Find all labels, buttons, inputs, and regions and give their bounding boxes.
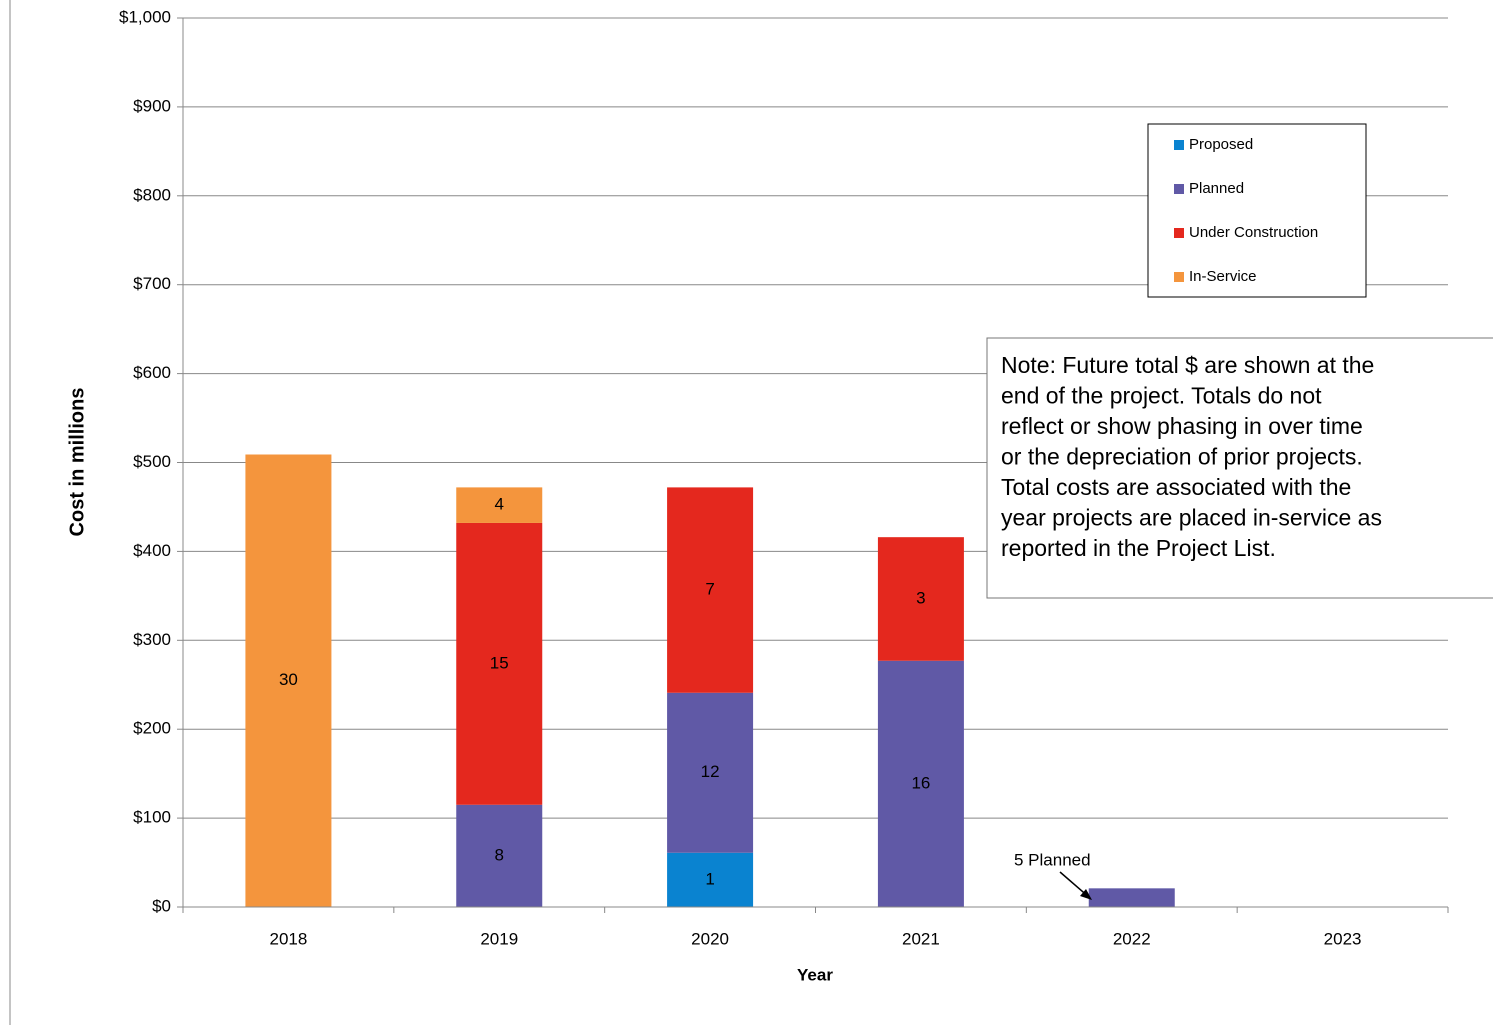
arrow-head bbox=[1080, 889, 1092, 900]
note-line: reflect or show phasing in over time bbox=[1001, 413, 1363, 439]
y-tick-label: $100 bbox=[133, 808, 171, 827]
note-line: Total costs are associated with the bbox=[1001, 474, 1351, 500]
x-tick-label: 2022 bbox=[1113, 929, 1151, 948]
y-tick-label: $900 bbox=[133, 96, 171, 115]
note-line: year projects are placed in-service as bbox=[1001, 505, 1382, 531]
project-count-label: 7 bbox=[705, 580, 714, 599]
project-count-label: 16 bbox=[911, 773, 930, 792]
y-tick-label: $200 bbox=[133, 719, 171, 738]
annotation: 5 Planned bbox=[1014, 850, 1091, 869]
bar-segment bbox=[456, 487, 543, 523]
note-line: reported in the Project List. bbox=[1001, 535, 1276, 561]
bar-segment bbox=[667, 852, 754, 907]
project-count-label: 1 bbox=[705, 869, 714, 888]
legend-swatch bbox=[1174, 272, 1184, 282]
legend-swatch bbox=[1174, 228, 1184, 238]
project-count-label: 3 bbox=[916, 588, 925, 607]
y-axis-label: Cost in millions bbox=[66, 388, 88, 537]
y-tick-label: $1,000 bbox=[119, 7, 171, 26]
bar-segment bbox=[667, 487, 754, 693]
bar-segment bbox=[877, 537, 964, 661]
bar-segment bbox=[667, 692, 754, 853]
y-tick-label: $600 bbox=[133, 363, 171, 382]
legend-label: In-Service bbox=[1189, 268, 1257, 285]
project-count-label: 30 bbox=[279, 670, 298, 689]
project-count-label: 4 bbox=[495, 495, 504, 514]
project-count-label: 8 bbox=[495, 845, 504, 864]
legend-label: Planned bbox=[1189, 180, 1244, 197]
x-tick-label: 2018 bbox=[270, 929, 308, 948]
x-tick-label: 2019 bbox=[480, 929, 518, 948]
x-axis-label: Year bbox=[797, 965, 833, 984]
legend-swatch bbox=[1174, 140, 1184, 150]
y-tick-label: $400 bbox=[133, 541, 171, 560]
y-tick-label: $500 bbox=[133, 452, 171, 471]
bar-segment bbox=[877, 660, 964, 907]
project-count-label: 15 bbox=[490, 653, 509, 672]
note-box bbox=[986, 337, 1493, 599]
bar-segment bbox=[1088, 888, 1175, 907]
note-line: end of the project. Totals do not bbox=[1001, 383, 1322, 409]
legend-label: Proposed bbox=[1189, 136, 1253, 153]
y-tick-label: $800 bbox=[133, 185, 171, 204]
legend-swatch bbox=[1174, 184, 1184, 194]
y-tick-label: $0 bbox=[152, 896, 171, 915]
y-tick-label: $300 bbox=[133, 630, 171, 649]
bar-segment bbox=[456, 522, 543, 805]
bar-segment bbox=[456, 804, 543, 907]
legend-box bbox=[1147, 123, 1367, 298]
x-tick-label: 2020 bbox=[691, 929, 729, 948]
note-line: or the depreciation of prior projects. bbox=[1001, 444, 1363, 470]
bar-segment bbox=[245, 454, 332, 907]
project-count-label: 12 bbox=[701, 762, 720, 781]
legend-label: Under Construction bbox=[1189, 224, 1318, 241]
y-tick-label: $700 bbox=[133, 274, 171, 293]
x-tick-label: 2021 bbox=[902, 929, 940, 948]
note-line: Note: Future total $ are shown at the bbox=[1001, 352, 1374, 378]
x-tick-label: 2023 bbox=[1324, 929, 1362, 948]
